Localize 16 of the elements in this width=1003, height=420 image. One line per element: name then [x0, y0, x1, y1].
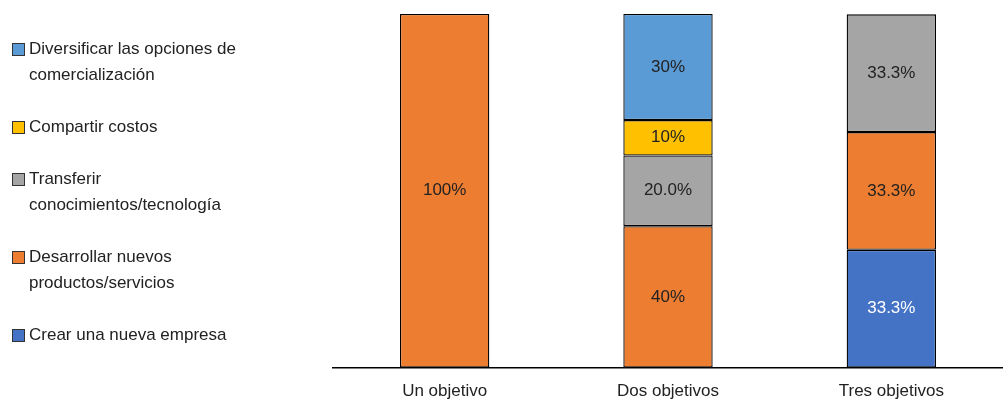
x-tick-label: Dos objetivos — [616, 381, 720, 401]
data-label: 33.3% — [867, 62, 916, 82]
data-label: 33.3% — [867, 180, 916, 200]
data-label: 33.3% — [867, 298, 916, 318]
legend-label: Diversificar las opciones de comercialización — [29, 38, 237, 86]
legend-label: Compartir costos — [29, 116, 158, 138]
x-tick-label: Tres objetivos — [838, 381, 944, 401]
data-label: 20.0% — [643, 180, 693, 200]
x-tick-label: Un objetivo — [402, 381, 488, 401]
data-label: 30% — [650, 56, 686, 76]
legend-label: Transferir conocimientos/tecnología — [29, 168, 222, 216]
data-label: 10% — [650, 127, 686, 147]
data-label: 100% — [422, 180, 467, 200]
legend-label: Crear una nueva empresa — [29, 324, 227, 346]
legend-label: Desarrollar nuevos productos/servicios — [29, 246, 176, 294]
data-label: 40% — [650, 286, 686, 306]
